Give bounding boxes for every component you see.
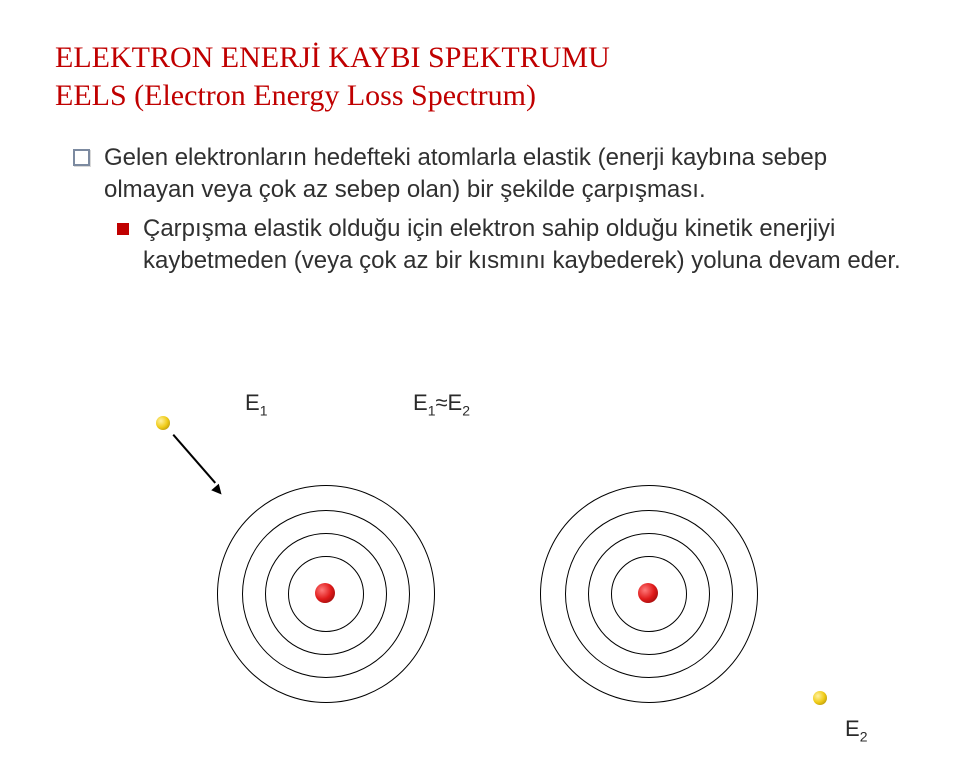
main-bullet-text: Gelen elektronların hedefteki atomlarla … bbox=[104, 142, 905, 207]
nucleus-icon bbox=[638, 583, 658, 603]
nucleus-icon bbox=[315, 583, 335, 603]
label-e2: E2 bbox=[845, 716, 867, 744]
atom-diagram: E1E1≈E2E2 bbox=[0, 398, 960, 758]
body-content: Gelen elektronların hedefteki atomlarla … bbox=[73, 142, 905, 278]
bullet-square-icon bbox=[73, 149, 90, 166]
label-e1: E1 bbox=[245, 390, 267, 418]
label-e1-approx-e2: E1≈E2 bbox=[413, 390, 470, 418]
sub-bullet-square-icon bbox=[117, 223, 129, 235]
sub-bullet: Çarpışma elastik olduğu için elektron sa… bbox=[117, 213, 905, 278]
title-line-1: ELEKTRON ENERJİ KAYBI SPEKTRUMU bbox=[55, 40, 905, 76]
arrow-head-icon bbox=[211, 484, 225, 498]
outgoing-electron-icon bbox=[813, 691, 827, 705]
title-line-2: EELS (Electron Energy Loss Spectrum) bbox=[55, 78, 905, 114]
incoming-arrow bbox=[173, 434, 216, 483]
incoming-electron-icon bbox=[156, 416, 170, 430]
sub-bullet-text: Çarpışma elastik olduğu için elektron sa… bbox=[143, 213, 905, 278]
main-bullet: Gelen elektronların hedefteki atomlarla … bbox=[73, 142, 905, 207]
